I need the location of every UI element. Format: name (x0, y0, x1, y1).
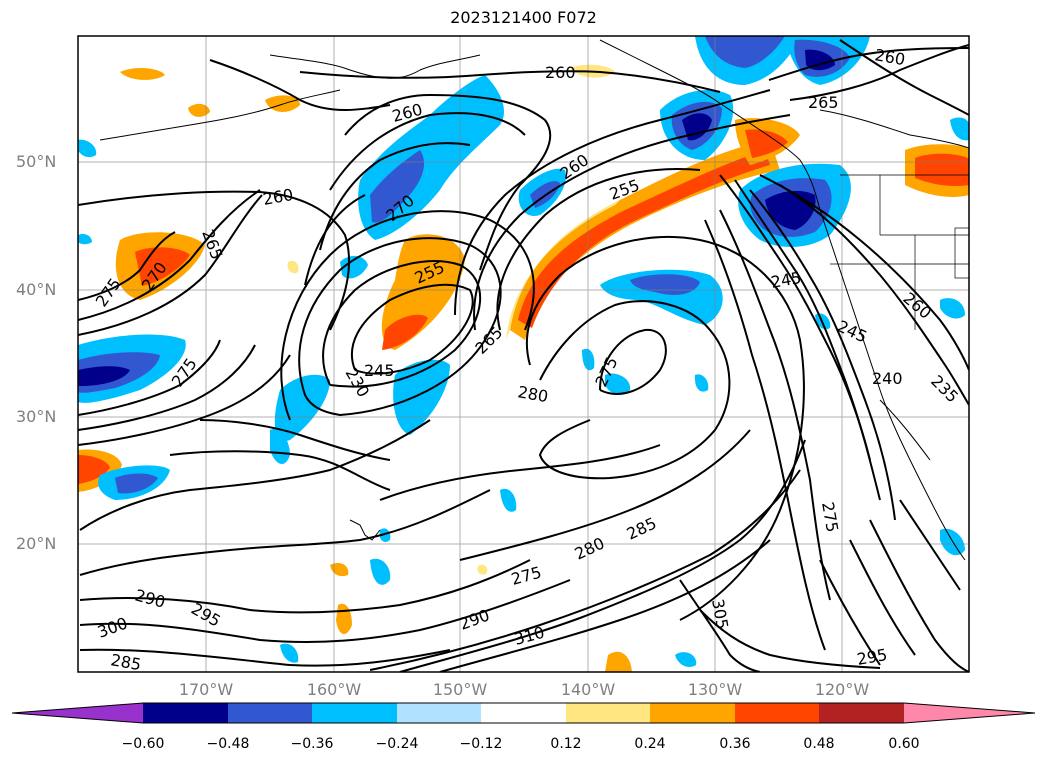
colorbar-segment (143, 703, 228, 723)
colorbar-segment (735, 703, 819, 723)
contour-label: 245 (364, 361, 395, 380)
colorbar-segment (228, 703, 312, 723)
colorbar-tick: −0.36 (290, 736, 334, 752)
latitude-label: 50°N (16, 152, 57, 171)
contour-label: 240 (872, 369, 903, 388)
latitude-label: 40°N (16, 280, 57, 299)
colorbar-tick: −0.12 (459, 736, 503, 752)
longitude-label: 140°W (560, 680, 616, 699)
colorbar-extend-high (904, 703, 1035, 723)
colorbar-segment (650, 703, 735, 723)
colorbar-tick: 0.24 (634, 736, 666, 752)
longitude-label: 150°W (432, 680, 488, 699)
colorbar-segment (397, 703, 481, 723)
colorbar-tick: 0.48 (803, 736, 835, 752)
latitude-label: 20°N (16, 534, 57, 553)
latitude-label: 30°N (16, 407, 57, 426)
political-borders (830, 174, 969, 330)
contour-label: 265 (808, 93, 839, 112)
colorbar-tick: 0.60 (888, 736, 920, 752)
colorbar-segment (481, 703, 566, 723)
colorbar-tick: −0.60 (121, 736, 165, 752)
map-title: 2023121400 F072 (450, 8, 597, 27)
longitude-label: 170°W (178, 680, 234, 699)
colorbar-segment (312, 703, 397, 723)
colorbar-tick: −0.48 (206, 736, 250, 752)
longitude-label: 130°W (687, 680, 743, 699)
colorbar-segment (566, 703, 650, 723)
contour-label: 285 (109, 650, 142, 674)
colorbar-segment (819, 703, 904, 723)
contour-lines (78, 39, 969, 672)
colorbar (11, 702, 1036, 724)
colorbar-tick: 0.36 (719, 736, 751, 752)
contour-label: 260 (545, 63, 576, 82)
map-plot-area: 260 260 260 265 255 260 270 265 260 275 … (77, 35, 970, 674)
longitude-label: 160°W (306, 680, 362, 699)
colorbar-extend-low (12, 703, 143, 723)
colorbar-tick: −0.24 (375, 736, 419, 752)
colorbar-tick: 0.12 (550, 736, 582, 752)
longitude-label: 120°W (814, 680, 870, 699)
